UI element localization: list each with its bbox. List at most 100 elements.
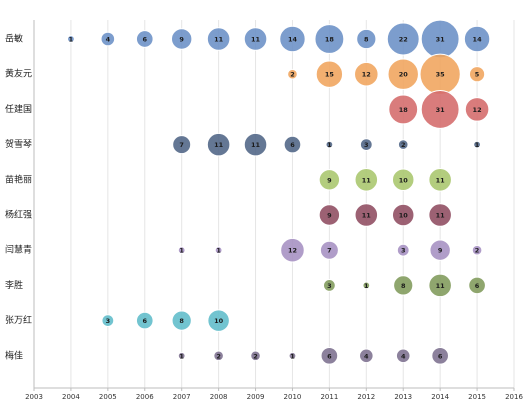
bubble-label-7-2013: 3 <box>401 247 406 255</box>
bubble-label-9-2006: 6 <box>143 317 148 325</box>
bubble-label-1-2006: 6 <box>143 36 148 44</box>
bubble-6-2014 <box>428 203 452 227</box>
bubble-4-2015 <box>473 140 481 149</box>
bubble-label-4-2010: 6 <box>290 141 295 149</box>
bubble-1-2008 <box>206 27 231 51</box>
bubble-7-2011 <box>319 240 339 260</box>
bubble-1-2006 <box>135 30 154 48</box>
bubble-label-10-2009: 2 <box>253 352 258 360</box>
bubble-label-1-2007: 9 <box>179 36 184 44</box>
bubble-5-2014 <box>428 168 452 192</box>
bubble-label-4-2007: 7 <box>179 141 184 149</box>
bubble-1-2011 <box>314 24 345 54</box>
bubble-label-2-2011: 15 <box>325 71 335 79</box>
bubble-1-2010 <box>279 25 306 53</box>
bubble-label-1-2015: 14 <box>473 36 483 44</box>
bubble-label-8-2011: 3 <box>327 282 332 290</box>
bubble-6-2012 <box>354 203 379 227</box>
bubble-label-1-2012: 8 <box>364 36 369 44</box>
bubble-label-2-2010: 2 <box>290 71 295 79</box>
bubble-10-2012 <box>359 348 374 364</box>
bubble-label-10-2012: 4 <box>364 352 369 360</box>
bubble-10-2014 <box>431 346 449 365</box>
bubble-7-2008 <box>214 246 223 255</box>
bubble-label-5-2012: 11 <box>362 176 372 184</box>
x-tick-label-2016: 2016 <box>505 393 523 401</box>
bubble-2-2015 <box>468 66 486 83</box>
bubble-10-2009 <box>250 350 261 362</box>
x-tick-label-2015: 2015 <box>468 393 486 401</box>
bubble-10-2010 <box>288 351 297 360</box>
bubble-9-2006 <box>135 311 154 330</box>
bubble-9-2005 <box>101 314 115 327</box>
x-tick-label-2009: 2009 <box>247 393 265 401</box>
x-tick-label-2005: 2005 <box>99 393 117 401</box>
x-tick-label-2011: 2011 <box>320 393 338 401</box>
bubble-9-2008 <box>207 309 230 332</box>
bubble-label-4-2008: 11 <box>214 141 224 149</box>
bubble-label-9-2005: 3 <box>106 317 111 325</box>
bubble-3-2014 <box>420 89 460 129</box>
bubble-1-2013 <box>386 22 420 56</box>
bubble-label-7-2015: 2 <box>475 247 480 255</box>
bubble-2-2011 <box>315 60 344 88</box>
bubble-4-2010 <box>283 135 302 154</box>
bubble-7-2010 <box>280 237 305 263</box>
bubble-label-8-2012: 1 <box>364 282 369 290</box>
bubble-label-2-2012: 12 <box>362 71 371 79</box>
x-tick-label-2010: 2010 <box>284 393 302 401</box>
row-label-3: 任建国 <box>5 103 32 115</box>
x-tick-label-2007: 2007 <box>173 393 191 401</box>
bubble-8-2011 <box>322 279 336 292</box>
bubble-10-2008 <box>213 350 224 362</box>
row-label-10: 梅佳 <box>5 349 23 361</box>
bubble-7-2015 <box>471 244 483 256</box>
bubble-label-4-2013: 2 <box>401 141 406 149</box>
bubble-5-2011 <box>318 169 341 191</box>
x-tick-label-2012: 2012 <box>357 393 375 401</box>
bubble-label-1-2010: 14 <box>288 36 298 44</box>
bubble-10-2013 <box>395 348 411 364</box>
bubble-label-2-2013: 20 <box>399 71 409 79</box>
bubble-2-2012 <box>354 61 379 87</box>
row-label-5: 苗艳丽 <box>5 173 32 185</box>
bubble-label-10-2011: 6 <box>327 352 332 360</box>
bubble-5-2012 <box>354 168 379 192</box>
bubble-9-2007 <box>171 310 192 331</box>
row-label-7: 闫慧青 <box>5 244 32 256</box>
bubble-label-3-2015: 12 <box>473 106 482 114</box>
bubble-label-10-2010: 1 <box>290 352 295 360</box>
bubble-label-1-2005: 4 <box>106 36 111 44</box>
row-label-8: 李胜 <box>5 279 23 291</box>
bubble-label-9-2007: 8 <box>179 317 184 325</box>
bubble-5-2013 <box>391 168 415 192</box>
row-label-2: 黄友元 <box>5 68 32 80</box>
bubble-label-4-2011: 1 <box>327 141 332 149</box>
bubble-4-2009 <box>243 132 268 157</box>
bubble-label-9-2008: 10 <box>214 317 224 325</box>
bubble-label-8-2015: 6 <box>475 282 480 290</box>
bubble-1-2015 <box>463 25 491 53</box>
bubble-label-1-2009: 11 <box>251 36 261 44</box>
bubble-label-6-2013: 10 <box>399 212 409 220</box>
bubble-label-1-2008: 11 <box>214 36 224 44</box>
bubble-label-4-2015: 1 <box>475 141 480 149</box>
bubble-2-2010 <box>287 68 298 80</box>
bubble-label-6-2012: 11 <box>362 212 372 220</box>
row-label-4: 贺雪琴 <box>5 138 32 150</box>
bubble-label-10-2014: 6 <box>438 352 443 360</box>
bubble-label-4-2009: 11 <box>251 141 261 149</box>
bubble-label-8-2013: 8 <box>401 282 406 290</box>
bubble-label-3-2013: 18 <box>399 106 409 114</box>
bubble-label-7-2010: 12 <box>288 247 297 255</box>
bubble-label-1-2004: 1 <box>69 36 74 44</box>
bubble-4-2008 <box>206 132 231 157</box>
bubble-7-2007 <box>177 246 186 255</box>
bubble-label-1-2011: 18 <box>325 36 335 44</box>
bubble-1-2004 <box>67 35 75 43</box>
bubble-8-2014 <box>428 273 452 298</box>
bubble-label-7-2008: 1 <box>216 247 221 255</box>
bubble-2-2013 <box>387 58 419 90</box>
bubble-4-2013 <box>397 139 409 150</box>
